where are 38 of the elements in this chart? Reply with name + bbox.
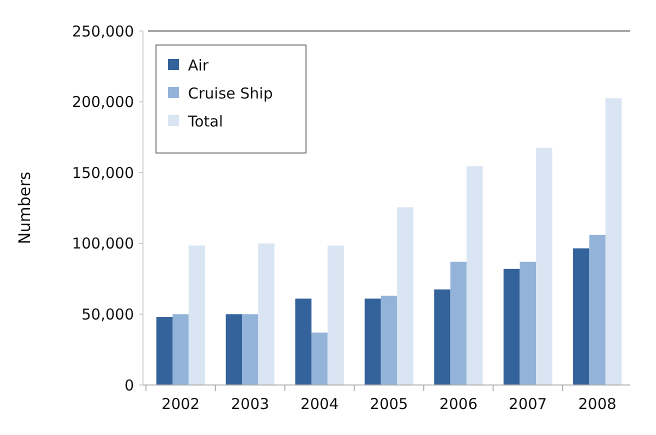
bar [242,314,258,385]
bar [536,148,552,385]
y-tick-label: 50,000 [82,305,134,324]
bar [520,262,536,385]
x-tick-label: 2005 [370,395,408,413]
y-tick-label: 150,000 [72,164,134,182]
bar [258,243,274,385]
y-tick-label: 200,000 [72,93,134,112]
bar [156,317,173,385]
bar [364,298,381,385]
bar [573,248,590,385]
x-tick-label: 2004 [300,395,339,413]
bar [397,207,414,385]
bar [188,246,205,385]
bar [504,268,520,385]
x-tick-label: 2008 [578,395,616,413]
bar [450,262,467,385]
bar [589,234,606,385]
bar [466,166,483,385]
x-tick-label: 2006 [439,395,478,413]
y-tick-label: 0 [124,376,134,394]
legend-label: Total [187,112,224,130]
bar [380,296,398,385]
bar [172,314,189,385]
bar [226,314,242,385]
bar [311,332,328,385]
legend-label: Cruise Ship [188,84,273,102]
bar [295,298,312,385]
y-axis-title: Numbers [15,172,34,244]
x-tick-label: 2003 [231,395,270,413]
bar [328,246,344,385]
bar [434,289,450,385]
y-tick-label: 100,000 [72,234,134,253]
legend-label: Air [188,56,210,74]
x-tick-label: 2007 [508,395,547,413]
x-tick-label: 2002 [162,395,200,413]
bar [605,98,622,385]
y-tick-label: 250,000 [72,22,134,40]
